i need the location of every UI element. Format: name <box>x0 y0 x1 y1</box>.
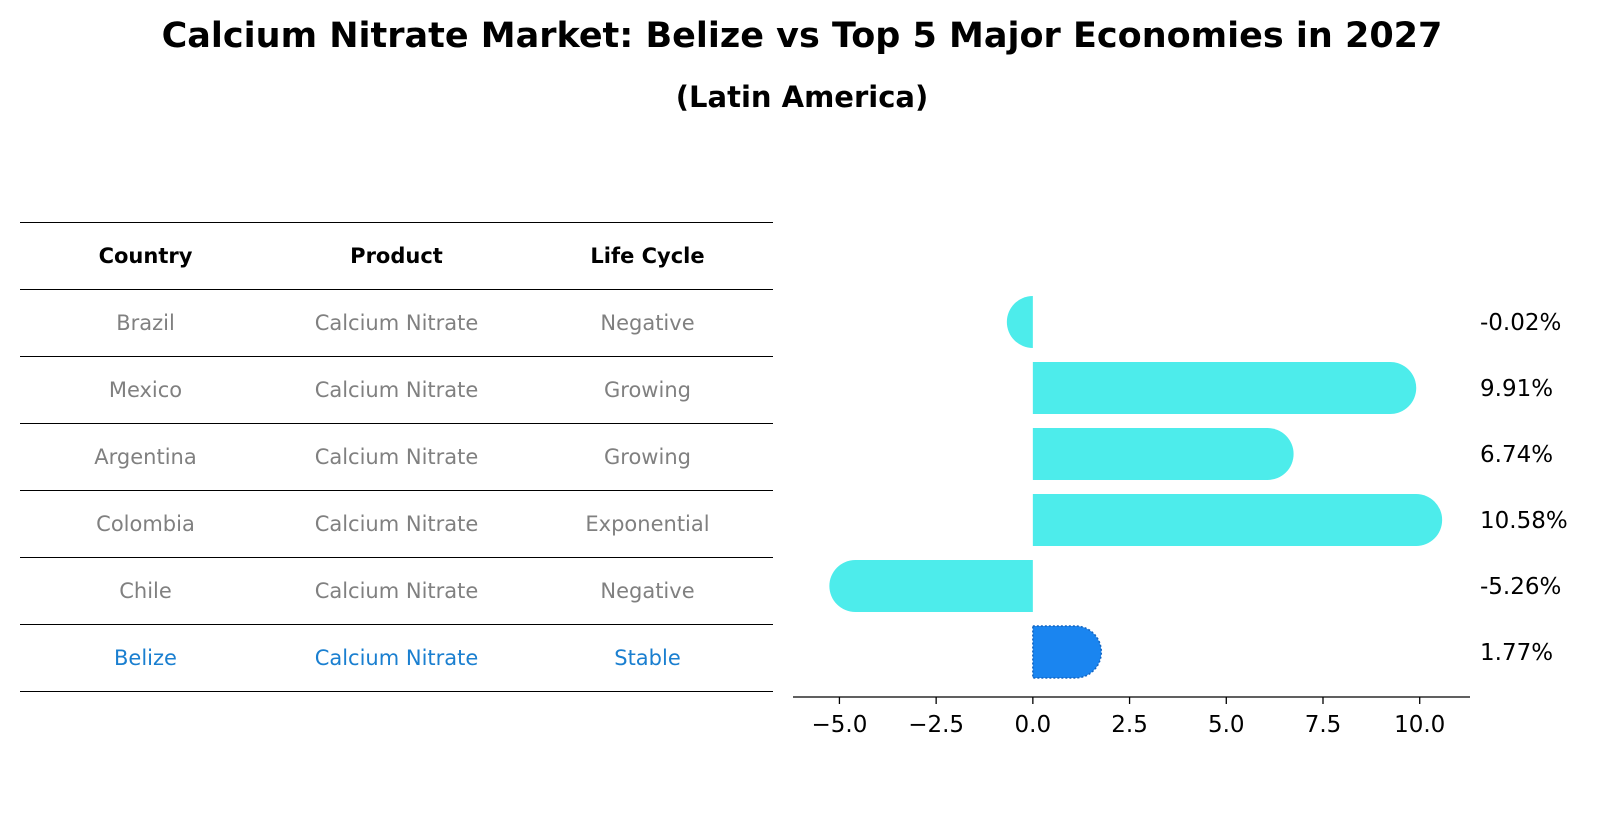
bar-chile <box>829 560 1033 612</box>
table-row: Argentina Calcium Nitrate Growing <box>20 423 773 491</box>
cell-product: Calcium Nitrate <box>271 356 522 424</box>
cell-product: Calcium Nitrate <box>271 490 522 558</box>
data-table: Country Product Life Cycle Brazil Calciu… <box>20 222 773 692</box>
table-row-highlight: Belize Calcium Nitrate Stable <box>20 624 773 692</box>
cell-product: Calcium Nitrate <box>271 624 522 692</box>
cell-life-cycle: Negative <box>522 557 773 625</box>
cell-product: Calcium Nitrate <box>271 423 522 491</box>
table-row: Brazil Calcium Nitrate Negative <box>20 289 773 357</box>
header-country: Country <box>20 222 271 290</box>
bar-brazil <box>1006 296 1033 348</box>
cell-country: Chile <box>20 557 271 625</box>
x-tick-label: 0.0 <box>1015 712 1052 738</box>
chart-subtitle: (Latin America) <box>675 80 929 114</box>
chart-title: Calcium Nitrate Market: Belize vs Top 5 … <box>161 16 1443 56</box>
bar-mexico <box>1032 362 1417 414</box>
cell-life-cycle: Negative <box>522 289 773 357</box>
value-label: 6.74% <box>1480 442 1553 468</box>
x-tick-label: 10.0 <box>1394 712 1445 738</box>
table-row: Chile Calcium Nitrate Negative <box>20 557 773 625</box>
cell-country: Belize <box>20 624 271 692</box>
table-header-row: Country Product Life Cycle <box>20 222 773 290</box>
value-label: -0.02% <box>1480 310 1561 336</box>
header-life-cycle: Life Cycle <box>522 222 773 290</box>
bar-argentina <box>1032 428 1294 480</box>
value-label: 10.58% <box>1480 508 1568 534</box>
x-tick-label: 5.0 <box>1208 712 1245 738</box>
table-row: Colombia Calcium Nitrate Exponential <box>20 490 773 558</box>
cell-country: Mexico <box>20 356 271 424</box>
table-row: Mexico Calcium Nitrate Growing <box>20 356 773 424</box>
cell-country: Argentina <box>20 423 271 491</box>
cell-life-cycle: Growing <box>522 423 773 491</box>
cell-life-cycle: Exponential <box>522 490 773 558</box>
cell-country: Colombia <box>20 490 271 558</box>
bar-belize <box>1032 625 1103 679</box>
value-label: 1.77% <box>1480 640 1553 666</box>
x-tick-label: 2.5 <box>1111 712 1148 738</box>
x-tick-label: −5.0 <box>811 712 867 738</box>
cell-product: Calcium Nitrate <box>271 289 522 357</box>
x-tick-label: −2.5 <box>908 712 964 738</box>
cell-country: Brazil <box>20 289 271 357</box>
cell-product: Calcium Nitrate <box>271 557 522 625</box>
cell-life-cycle: Growing <box>522 356 773 424</box>
cell-life-cycle: Stable <box>522 624 773 692</box>
x-tick-label: 7.5 <box>1305 712 1342 738</box>
value-label: 9.91% <box>1480 376 1553 402</box>
bar-colombia <box>1032 494 1443 546</box>
value-label: -5.26% <box>1480 574 1561 600</box>
header-product: Product <box>271 222 522 290</box>
